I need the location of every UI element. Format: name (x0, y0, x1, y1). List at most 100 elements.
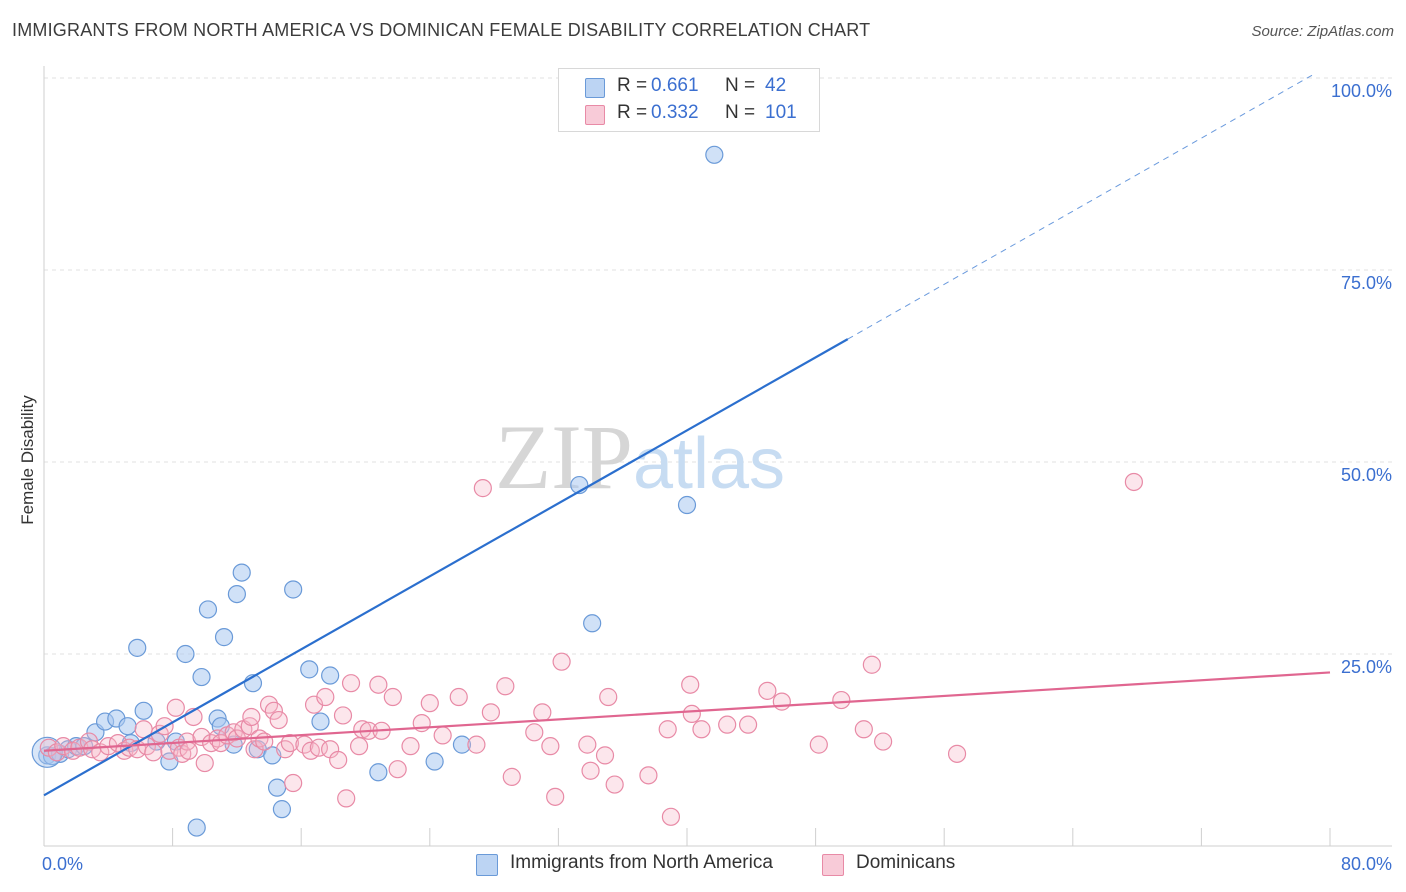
data-point-dominicans (809, 735, 828, 754)
axes (43, 66, 1392, 847)
data-point-dominicans (658, 720, 677, 739)
data-point-dominicans (341, 674, 361, 693)
data-point-dominicans (681, 675, 700, 694)
data-point-dominicans (947, 744, 967, 763)
legend-swatch-blue (585, 78, 605, 98)
data-point-immigrants (369, 763, 388, 782)
data-point-dominicans (264, 701, 283, 720)
y-tick-label: 50.0% (1341, 465, 1392, 485)
data-point-dominicans (599, 687, 618, 707)
data-point-dominicans (639, 766, 658, 785)
data-point-dominicans (692, 720, 711, 739)
data-point-dominicans (862, 655, 881, 674)
data-point-dominicans (259, 695, 279, 714)
data-point-dominicans (718, 715, 737, 734)
x-tick-label: 80.0% (1341, 854, 1392, 874)
data-point-dominicans (682, 704, 701, 724)
trendline-immigrants-extension (847, 73, 1315, 340)
data-point-dominicans (337, 789, 356, 808)
data-point-dominicans (481, 703, 500, 722)
data-point-immigrants (176, 644, 195, 664)
data-point-immigrants (214, 628, 234, 647)
data-point-immigrants (705, 145, 724, 164)
data-point-dominicans (383, 687, 402, 707)
bottom-legend-label: Immigrants from North America (510, 852, 773, 873)
data-point-immigrants (677, 495, 697, 515)
data-point-dominicans (467, 735, 486, 754)
watermark-zip: ZIP (495, 406, 633, 508)
data-point-immigrants (267, 778, 287, 797)
data-point-immigrants (452, 735, 472, 754)
data-point-dominicans (242, 707, 261, 727)
data-point-immigrants (425, 752, 444, 771)
data-point-dominicans (195, 753, 214, 773)
data-point-dominicans (333, 706, 353, 725)
data-point-immigrants (128, 638, 147, 657)
data-point-dominicans (353, 720, 372, 739)
legend-n-value: 42 (765, 75, 787, 96)
y-axis-label: Female Disability (18, 395, 37, 525)
data-point-dominicans (605, 775, 624, 794)
data-point-dominicans (758, 681, 777, 700)
data-point-immigrants (272, 800, 292, 819)
data-point-dominicans (401, 737, 420, 756)
data-point-dominicans (832, 690, 851, 710)
data-point-immigrants (192, 667, 211, 687)
data-point-dominicans (525, 723, 544, 742)
data-point-dominicans (280, 733, 300, 753)
data-point-dominicans (546, 787, 565, 806)
tick-labels: 25.0% 50.0% 75.0% 100.0% 0.0% 80.0% (42, 81, 1392, 874)
data-point-immigrants (311, 712, 330, 731)
trendline-dominicans (43, 671, 1331, 752)
data-point-dominicans (284, 773, 303, 793)
data-point-dominicans (166, 698, 185, 717)
data-point-dominicans (595, 746, 615, 765)
bottom-legend-swatch-pink (822, 854, 844, 876)
source-credit: Source: ZipAtlas.com (1251, 23, 1394, 40)
data-point-dominicans (738, 715, 758, 734)
y-tick-label: 25.0% (1341, 657, 1392, 677)
data-point-immigrants (118, 717, 137, 736)
data-point-immigrants (227, 584, 246, 604)
watermark: ZIPatlas (495, 406, 785, 508)
chart-title: IMMIGRANTS FROM NORTH AMERICA VS DOMINIC… (12, 20, 871, 40)
data-point-immigrants (284, 580, 303, 599)
data-point-dominicans (420, 694, 439, 713)
data-point-dominicans (179, 741, 198, 760)
legend-r-value: 0.661 (651, 75, 699, 96)
data-point-dominicans (578, 735, 597, 754)
data-point-dominicans (449, 687, 468, 707)
data-point-dominicans (772, 692, 791, 711)
y-tick-label: 100.0% (1331, 81, 1392, 101)
data-point-dominicans (496, 677, 515, 696)
legend-n-label: N = (725, 75, 756, 96)
data-point-dominicans (541, 737, 560, 756)
data-point-immigrants (134, 701, 153, 720)
bottom-legend-swatch-blue (476, 854, 498, 876)
legend-swatch-pink (585, 105, 605, 125)
y-tick-label: 75.0% (1341, 273, 1392, 293)
data-point-dominicans (369, 675, 388, 694)
gridlines (44, 77, 1392, 655)
data-point-immigrants (198, 600, 218, 619)
legend-r-value: 0.332 (651, 102, 699, 123)
data-point-dominicans (502, 767, 521, 786)
data-point-immigrants (232, 563, 251, 582)
data-point-dominicans (533, 703, 552, 722)
data-point-dominicans (581, 761, 600, 780)
data-point-dominicans (661, 807, 681, 826)
data-point-dominicans (552, 652, 571, 671)
watermark-atlas: atlas (633, 424, 785, 504)
legend-r-label: R = (617, 75, 648, 96)
legend-n-label: N = (725, 102, 756, 123)
data-point-immigrants (583, 614, 602, 633)
data-point-dominicans (329, 750, 348, 770)
legend-r-label: R = (617, 102, 648, 123)
data-point-dominicans (854, 720, 873, 739)
data-point-immigrants (187, 818, 206, 837)
data-point-dominicans (245, 740, 264, 759)
trendline-immigrants (43, 338, 849, 797)
data-point-dominicans (388, 760, 407, 779)
data-point-immigrants (300, 660, 319, 679)
